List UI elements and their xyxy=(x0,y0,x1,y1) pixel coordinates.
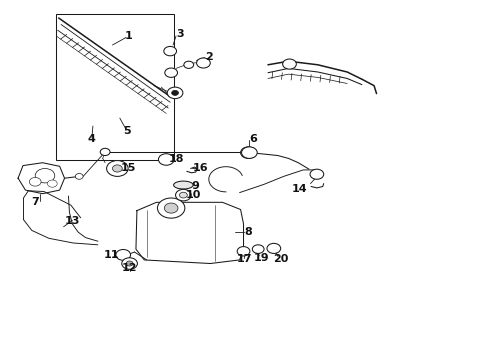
Text: 9: 9 xyxy=(191,181,199,191)
Circle shape xyxy=(35,168,55,183)
Circle shape xyxy=(252,245,264,253)
Circle shape xyxy=(116,249,130,260)
Circle shape xyxy=(158,154,174,165)
Polygon shape xyxy=(18,163,64,194)
Text: 17: 17 xyxy=(236,254,252,264)
Text: 14: 14 xyxy=(291,184,306,194)
Circle shape xyxy=(244,150,251,155)
Ellipse shape xyxy=(173,181,193,189)
Text: 16: 16 xyxy=(192,163,208,173)
Circle shape xyxy=(266,243,280,253)
Text: 1: 1 xyxy=(124,31,132,41)
Circle shape xyxy=(183,61,193,68)
Circle shape xyxy=(237,247,249,256)
Text: 19: 19 xyxy=(253,253,268,263)
Circle shape xyxy=(240,147,256,158)
Circle shape xyxy=(179,192,187,198)
Circle shape xyxy=(309,169,323,179)
Text: 2: 2 xyxy=(205,51,213,62)
Circle shape xyxy=(47,180,57,187)
Circle shape xyxy=(175,189,191,201)
Circle shape xyxy=(106,161,128,176)
Circle shape xyxy=(157,198,184,218)
Circle shape xyxy=(100,148,110,156)
Circle shape xyxy=(171,90,178,95)
Circle shape xyxy=(282,59,296,69)
Text: 7: 7 xyxy=(31,197,39,207)
Circle shape xyxy=(75,174,83,179)
Circle shape xyxy=(196,58,210,68)
Text: 3: 3 xyxy=(176,29,183,39)
Text: 5: 5 xyxy=(123,126,131,136)
Circle shape xyxy=(241,147,257,158)
Text: 15: 15 xyxy=(120,163,136,174)
Circle shape xyxy=(126,261,133,266)
Circle shape xyxy=(167,87,183,99)
Polygon shape xyxy=(136,202,243,264)
Circle shape xyxy=(164,203,178,213)
Circle shape xyxy=(112,165,122,172)
Circle shape xyxy=(164,68,177,77)
Circle shape xyxy=(122,258,137,269)
Bar xyxy=(56,14,173,160)
Text: 13: 13 xyxy=(64,216,80,226)
Text: 18: 18 xyxy=(168,154,183,164)
Text: 6: 6 xyxy=(249,134,257,144)
Text: 20: 20 xyxy=(273,254,288,264)
Text: 8: 8 xyxy=(244,227,252,237)
Text: 11: 11 xyxy=(103,250,119,260)
Text: 10: 10 xyxy=(185,190,201,201)
Text: 12: 12 xyxy=(122,263,137,273)
Circle shape xyxy=(29,177,41,186)
Circle shape xyxy=(163,46,176,56)
Text: 4: 4 xyxy=(88,134,96,144)
